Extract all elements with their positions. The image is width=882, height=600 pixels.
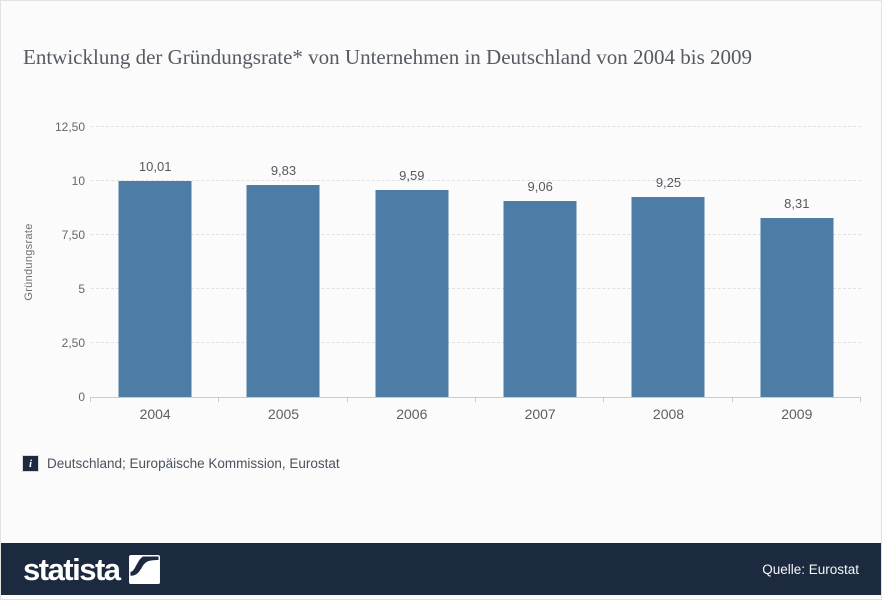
bar-2007 bbox=[503, 201, 577, 397]
value-label: 9,59 bbox=[399, 167, 425, 183]
gridline bbox=[91, 126, 861, 127]
y-axis-labels: 12,50 10 7,50 5 2,50 0 bbox=[21, 120, 85, 404]
y-tick-label: 12,50 bbox=[54, 120, 85, 134]
plot-area: 10,01 2004 9,83 2005 9,59 2006 9,06 2007 9,25 200… bbox=[90, 126, 861, 422]
bar-category: 9,25 2008 bbox=[604, 127, 732, 422]
chart-title: Entwicklung der Gründungsrate* von Unter… bbox=[23, 45, 753, 70]
y-tick-label: 10 bbox=[71, 174, 85, 188]
bar-2004 bbox=[118, 180, 192, 397]
bar-2008 bbox=[631, 197, 705, 397]
bar-2009 bbox=[760, 217, 834, 397]
y-tick-label: 0 bbox=[78, 390, 85, 404]
statista-logo: statista bbox=[23, 554, 160, 585]
x-axis-tick bbox=[346, 397, 348, 402]
value-label: 9,06 bbox=[527, 179, 553, 195]
x-axis-tick bbox=[603, 397, 605, 402]
y-tick-label: 7,50 bbox=[61, 228, 85, 242]
statista-wordmark: statista bbox=[23, 551, 121, 587]
bar-category: 9,83 2005 bbox=[219, 127, 347, 422]
x-axis-tick bbox=[475, 397, 476, 402]
footnote-text: Deutschland; Europäische Kommission, Eur… bbox=[47, 456, 340, 471]
bar-category: 8,31 2009 bbox=[733, 127, 861, 422]
x-axis-label: 2005 bbox=[267, 406, 300, 422]
y-tick-label: 2,50 bbox=[61, 336, 85, 350]
bar-2005 bbox=[246, 184, 320, 397]
x-axis-label: 2009 bbox=[781, 406, 813, 422]
gridline bbox=[91, 288, 861, 289]
x-axis-label: 2008 bbox=[652, 406, 685, 422]
value-label: 9,83 bbox=[270, 162, 297, 178]
x-axis-label: 2004 bbox=[139, 406, 171, 422]
footer-bar: statista Quelle: Eurostat bbox=[1, 543, 881, 595]
value-label: 8,31 bbox=[784, 195, 810, 211]
x-axis-tick bbox=[218, 397, 220, 402]
y-tick-label: 5 bbox=[78, 282, 85, 296]
x-axis-tick bbox=[90, 397, 91, 402]
value-label: 10,01 bbox=[138, 158, 172, 174]
value-label: 9,25 bbox=[655, 175, 682, 191]
bar-category: 9,59 2006 bbox=[348, 127, 476, 422]
footnote: i Deutschland; Europäische Kommission, E… bbox=[23, 456, 340, 471]
gridline bbox=[91, 180, 861, 181]
source-text: Quelle: Eurostat bbox=[762, 561, 859, 577]
gridline bbox=[91, 234, 861, 235]
x-axis-tick bbox=[860, 397, 861, 402]
info-icon[interactable]: i bbox=[23, 456, 38, 471]
x-axis-label: 2006 bbox=[396, 406, 428, 422]
gridline bbox=[91, 342, 861, 343]
statista-swoosh-icon bbox=[128, 554, 160, 584]
x-axis-tick bbox=[731, 397, 733, 402]
bar-2006 bbox=[375, 189, 449, 397]
x-axis-label: 2007 bbox=[524, 406, 556, 422]
bar-category: 10,01 2004 bbox=[91, 127, 219, 422]
bar-category: 9,06 2007 bbox=[476, 127, 604, 422]
